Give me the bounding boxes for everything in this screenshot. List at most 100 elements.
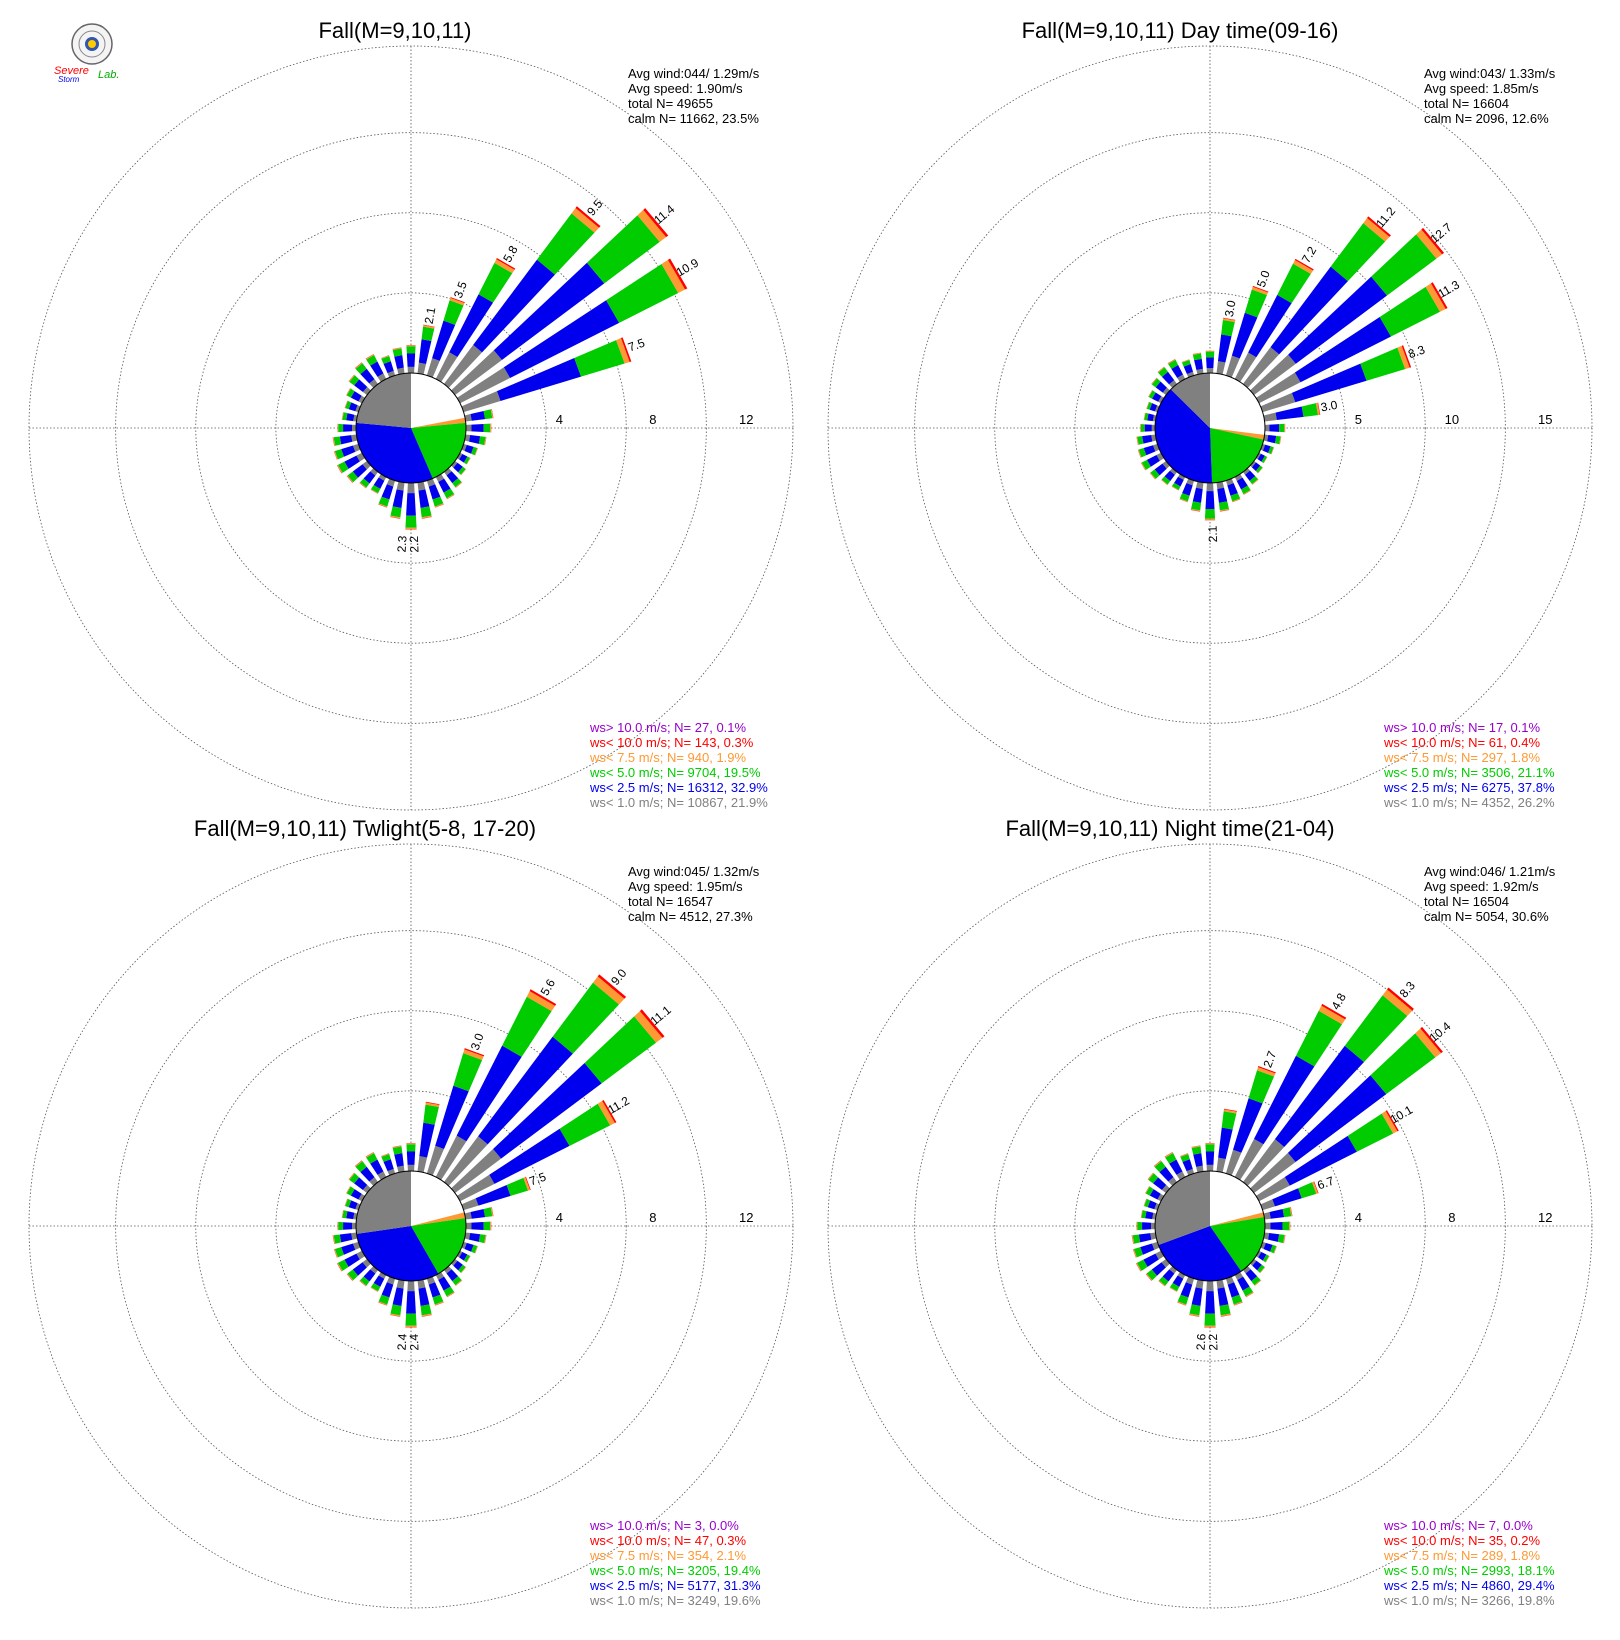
peak-label: 2.6	[1193, 1333, 1208, 1351]
petal-segment	[470, 1208, 486, 1219]
petal-segment	[491, 1207, 494, 1217]
petal-segment	[347, 471, 359, 483]
petal-segment	[333, 436, 342, 446]
petal-segment	[1219, 509, 1230, 512]
petal-segment	[1318, 1005, 1346, 1025]
r-tick-label: 8	[649, 1210, 656, 1225]
petal-segment	[1164, 1152, 1174, 1158]
r-tick-label: 10	[1445, 412, 1459, 427]
petal-segment	[351, 424, 357, 432]
petal-segment	[1250, 1152, 1296, 1194]
petal-segment	[337, 1262, 343, 1272]
panel-title: Fall(M=9,10,11) Night time(21-04)	[1005, 816, 1334, 841]
petal-segment	[466, 458, 471, 465]
petal-segment	[1153, 1177, 1167, 1191]
petal-segment	[1254, 1280, 1262, 1286]
petal-segment	[334, 450, 338, 460]
petal-segment	[464, 1212, 472, 1220]
petal-segment	[1330, 223, 1386, 282]
peak-label: 2.7	[1260, 1049, 1279, 1070]
petal-segment	[406, 1143, 416, 1145]
petal-segment	[1254, 1279, 1262, 1286]
petal-segment	[1291, 363, 1367, 403]
petal-segment	[392, 1146, 403, 1155]
grid-circle	[195, 1010, 627, 1442]
petal-segment	[1169, 1159, 1183, 1175]
petal-segment	[443, 344, 483, 388]
petal-segment	[426, 358, 440, 378]
petal-segment	[1288, 276, 1388, 364]
petal-segment	[446, 471, 459, 484]
petal-segment	[351, 1232, 358, 1240]
peak-label: 2.2	[1206, 1333, 1221, 1350]
petal-segment	[344, 455, 360, 469]
petal-segment	[332, 437, 336, 446]
petal-segment	[1270, 266, 1348, 355]
petal-segment	[1159, 1166, 1174, 1182]
petal-segment	[344, 1198, 348, 1206]
calm-pie-slice	[411, 417, 466, 428]
petal-segment	[351, 1222, 357, 1230]
peak-label: 11.2	[605, 1093, 632, 1117]
petal-segment	[334, 1248, 338, 1258]
legend-entry: ws< 10.0 m/s; N= 61, 0.4%	[1383, 735, 1541, 750]
petal-segment	[425, 1101, 440, 1105]
stats-line: calm N= 4512, 27.3%	[628, 909, 753, 924]
petal-segment	[392, 1145, 402, 1148]
petal-segment	[490, 423, 491, 433]
grid-circle	[994, 212, 1426, 644]
petal-segment	[1268, 446, 1274, 455]
petal-segment	[337, 464, 343, 474]
petal-segment	[446, 1269, 459, 1282]
petal-segment	[463, 1254, 471, 1263]
petal-segment	[443, 488, 455, 499]
petal-segment	[637, 209, 667, 242]
petal-segment	[381, 1153, 391, 1162]
petal-segment	[421, 515, 432, 519]
petal-segment	[1249, 476, 1259, 485]
petal-segment	[1227, 483, 1238, 496]
petal-segment	[455, 481, 463, 488]
petal-segment	[1233, 1302, 1243, 1306]
petal-segment	[1220, 1314, 1231, 1317]
legend-entry: ws< 2.5 m/s; N= 5177, 31.3%	[589, 1578, 761, 1593]
petal-segment	[490, 409, 494, 419]
petal-segment	[1156, 452, 1164, 461]
petal-segment	[1190, 508, 1201, 512]
petal-segment	[360, 368, 375, 384]
petal-segment	[1264, 424, 1270, 432]
petal-segment	[461, 391, 501, 413]
calm-pie-slice	[356, 1171, 411, 1234]
petal-segment	[386, 1276, 396, 1285]
petal-segment	[1148, 1173, 1159, 1184]
petal-segment	[449, 297, 465, 306]
petal-segment	[552, 982, 620, 1054]
petal-segment	[475, 1246, 478, 1254]
petal-segment	[493, 262, 605, 360]
petal-segment	[1157, 366, 1165, 373]
petal-segment	[1205, 350, 1215, 352]
petal-segment	[360, 1166, 375, 1182]
stats-line: Avg wind:043/ 1.33m/s	[1424, 66, 1556, 81]
petal-segment	[466, 457, 471, 465]
petal-segment	[1192, 353, 1202, 361]
petal-segment	[1181, 359, 1191, 367]
petal-segment	[345, 400, 352, 410]
petal-segment	[407, 366, 415, 374]
petal-segment	[425, 1102, 440, 1107]
petal-segment	[370, 1159, 384, 1175]
petal-segment	[1151, 424, 1156, 432]
petal-segment	[362, 386, 371, 396]
petal-segment	[1232, 498, 1241, 503]
petal-segment	[1415, 1028, 1442, 1058]
petal-segment	[381, 1153, 390, 1157]
petal-segment	[496, 257, 516, 270]
calm-pie-slice	[1154, 389, 1213, 483]
petal-segment	[1257, 467, 1263, 474]
petal-segment	[359, 1280, 367, 1287]
r-tick-label: 15	[1538, 412, 1552, 427]
petal-segment	[332, 1235, 335, 1245]
calm-pie-outline	[355, 372, 467, 484]
petal-segment	[1223, 1108, 1237, 1112]
petal-segment	[1182, 1159, 1193, 1172]
